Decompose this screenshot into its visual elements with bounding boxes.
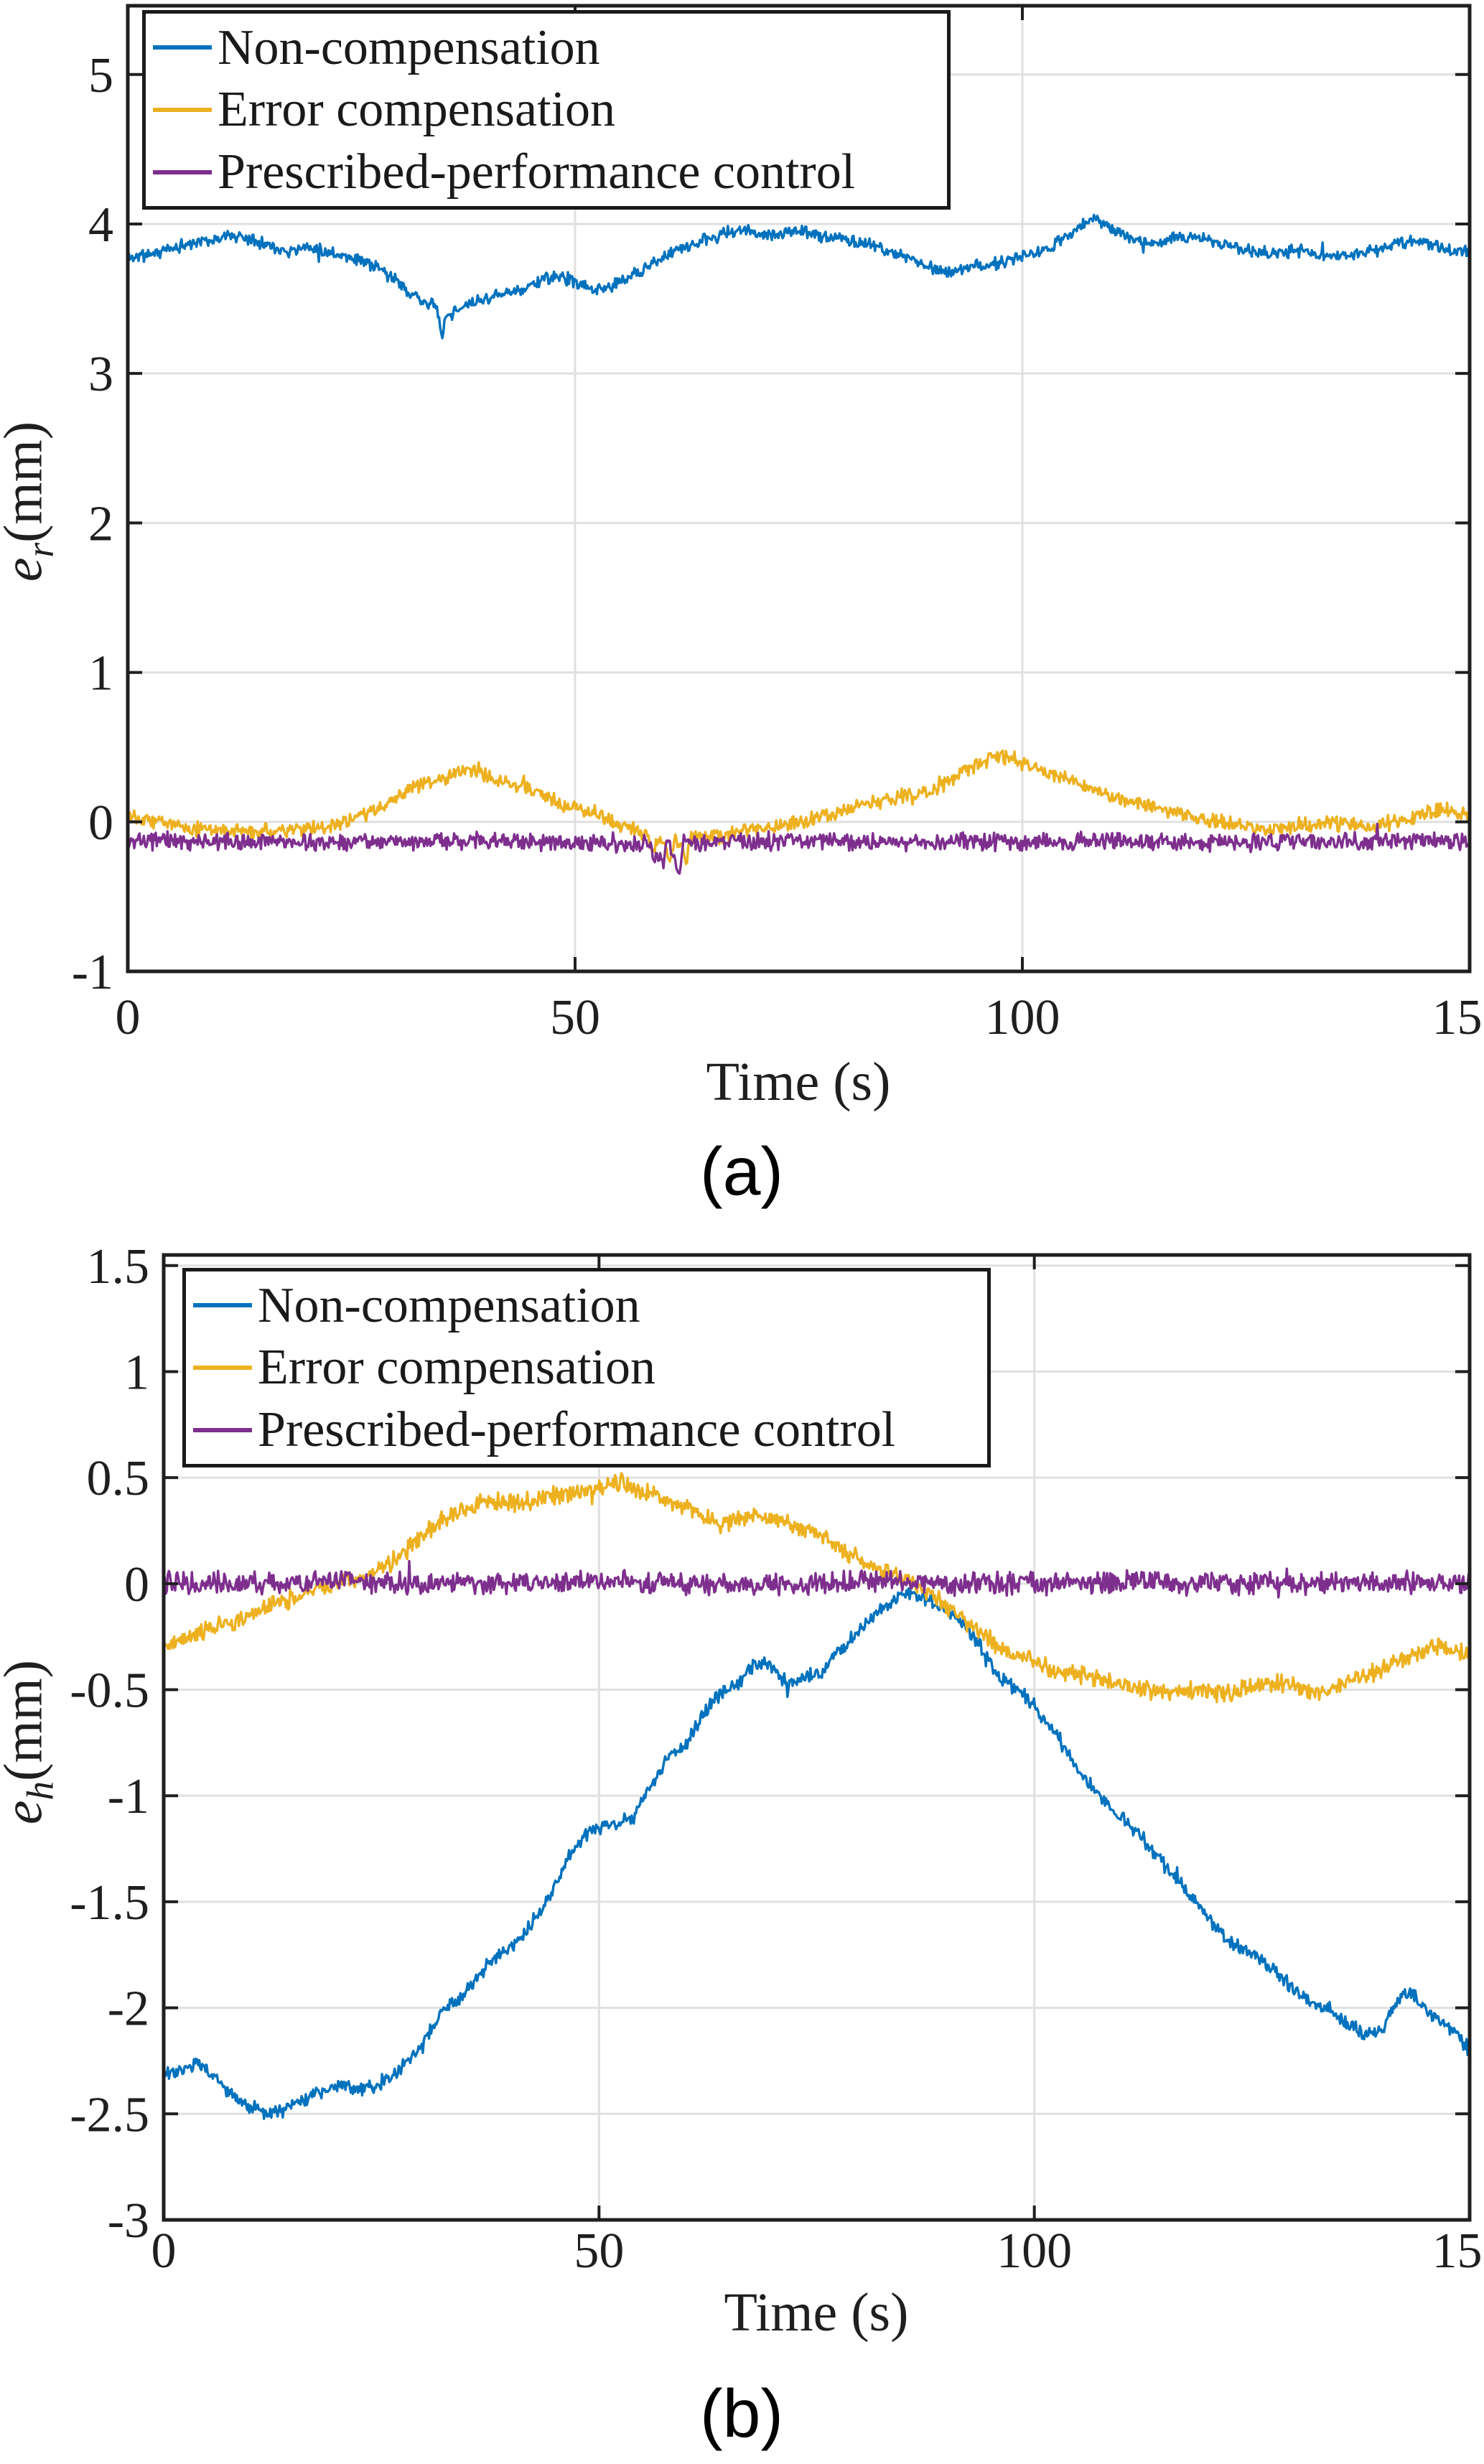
x-tick-label: 0 xyxy=(116,990,141,1045)
series-prescribed-performance-control xyxy=(164,1559,1470,1599)
legend-line-purple-icon xyxy=(153,169,212,174)
x-tick-label: 100 xyxy=(997,2223,1072,2279)
legend-item-prescribed-performance: Prescribed-performance control xyxy=(193,1402,980,1457)
y-tick-label: 3 xyxy=(88,347,113,402)
x-axis-label-panel-a: Time (s) xyxy=(706,1052,891,1112)
x-tick-label: 150 xyxy=(1432,990,1484,1045)
series-non-compensation xyxy=(128,213,1470,340)
legend-label: Prescribed-performance control xyxy=(218,144,856,200)
series-non-compensation xyxy=(164,1587,1470,2120)
series-prescribed-performance-control xyxy=(128,822,1470,875)
x-tick-label: 100 xyxy=(985,990,1060,1045)
y-tick-label: -1.5 xyxy=(70,1875,149,1931)
x-tick-label: 150 xyxy=(1432,2223,1484,2279)
y-axis-var-subscript: r xyxy=(19,542,62,558)
y-tick-label: 1.5 xyxy=(87,1239,150,1294)
y-axis-var: e xyxy=(0,1800,53,1824)
legend-label: Prescribed-performance control xyxy=(258,1402,896,1458)
y-tick-label: 1 xyxy=(124,1345,149,1400)
legend-label: Error compensation xyxy=(258,1340,655,1396)
y-tick-label: 0 xyxy=(88,795,113,851)
legend-label: Error compensation xyxy=(218,82,615,138)
legend-line-blue-icon xyxy=(153,45,212,50)
legend-line-blue-icon xyxy=(193,1303,252,1308)
legend-label: Non-compensation xyxy=(258,1277,640,1333)
y-tick-label: -1 xyxy=(72,945,113,1000)
y-tick-label: -2.5 xyxy=(70,2087,149,2142)
y-axis-var: e xyxy=(0,558,53,582)
legend-line-purple-icon xyxy=(193,1427,252,1432)
legend-item-non-compensation: Non-compensation xyxy=(193,1278,980,1333)
series-error-compensation xyxy=(164,1472,1470,1704)
y-axis-unit: (mm) xyxy=(0,1660,54,1781)
y-tick-label: -0.5 xyxy=(70,1663,149,1719)
legend-item-error-compensation: Error compensation xyxy=(153,82,940,137)
y-axis-unit: (mm) xyxy=(0,421,54,543)
y-axis-var-subscript: h xyxy=(19,1781,62,1801)
series-error-compensation xyxy=(128,749,1470,866)
x-tick-label: 50 xyxy=(574,2223,624,2279)
legend-panel-b: Non-compensation Error compensation Pres… xyxy=(182,1268,991,1467)
x-tick-label: 50 xyxy=(550,990,600,1045)
x-axis-label-panel-b: Time (s) xyxy=(724,2282,909,2343)
legend-item-prescribed-performance: Prescribed-performance control xyxy=(153,144,940,200)
y-tick-label: 4 xyxy=(88,197,113,253)
legend-panel-a: Non-compensation Error compensation Pres… xyxy=(142,10,951,210)
caption-panel-b: (b) xyxy=(699,2376,784,2452)
y-tick-label: 0.5 xyxy=(87,1451,150,1506)
legend-line-orange-icon xyxy=(193,1365,252,1370)
y-tick-label: -1 xyxy=(108,1769,149,1824)
axes-frame xyxy=(126,4,1472,974)
legend-label: Non-compensation xyxy=(218,19,600,75)
y-tick-label: -3 xyxy=(108,2193,149,2249)
y-tick-label: 5 xyxy=(88,48,113,103)
legend-item-error-compensation: Error compensation xyxy=(193,1340,980,1395)
y-axis-label-panel-b: eh(mm) xyxy=(0,1556,62,1929)
y-tick-label: 1 xyxy=(88,646,113,701)
y-tick-label: -2 xyxy=(108,1982,149,2037)
legend-item-non-compensation: Non-compensation xyxy=(153,20,940,75)
legend-line-orange-icon xyxy=(153,107,212,112)
y-axis-label-panel-a: er(mm) xyxy=(0,315,62,689)
caption-panel-a: (a) xyxy=(699,1134,784,1210)
y-tick-label: 2 xyxy=(88,496,113,551)
x-tick-label: 0 xyxy=(151,2223,177,2279)
y-tick-label: 0 xyxy=(124,1557,149,1613)
axes-frame xyxy=(162,1253,1472,2222)
